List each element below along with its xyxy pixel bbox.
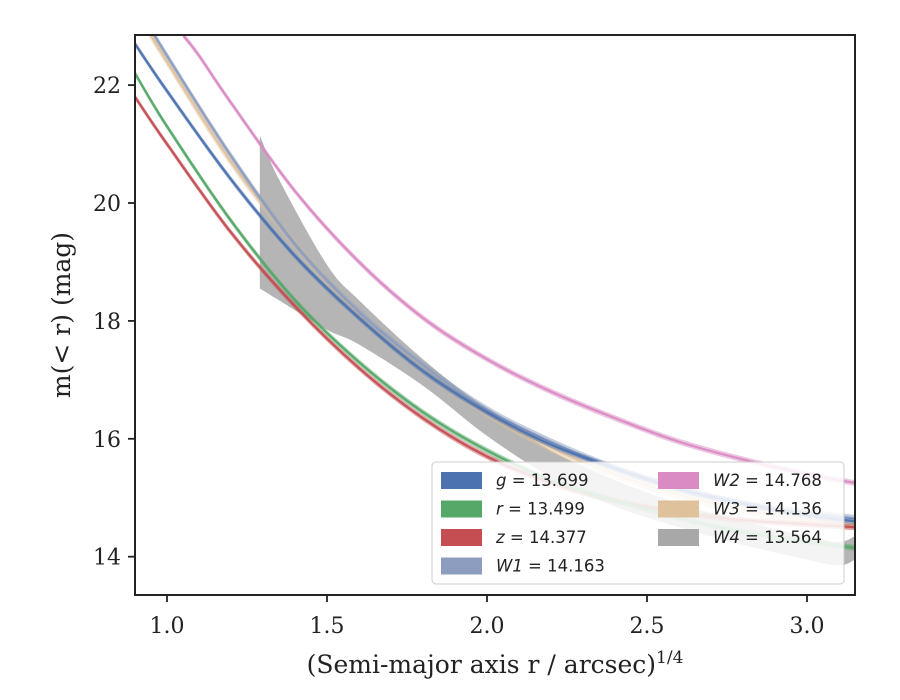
x-axis-label: (Semi-major axis r / arcsec)1/4	[307, 648, 684, 679]
series-w2-line	[181, 35, 855, 485]
legend-label-g: g = 13.699	[496, 471, 589, 490]
legend-swatch-w2	[658, 472, 699, 489]
x-tick-label: 1.5	[310, 614, 345, 639]
legend-label-w4: W4 = 13.564	[713, 528, 822, 547]
y-tick-label: 14	[93, 546, 121, 571]
ticks-layer: 1.0 1.5 2.0 2.5 3.0 14 16 18 20 22	[93, 74, 825, 639]
y-axis-label: m(< r) (mag)	[47, 232, 76, 398]
legend-label-w2: W2 = 14.768	[713, 471, 822, 490]
x-tick-label: 1.0	[150, 614, 185, 639]
legend-swatch-g	[441, 472, 482, 489]
legend-swatch-w4	[658, 529, 699, 546]
legend-swatch-z	[441, 529, 482, 546]
x-tick-label: 2.5	[630, 614, 665, 639]
legend-label-w3: W3 = 14.136	[713, 500, 822, 519]
legend: g = 13.699 r = 13.499 z = 14.377 W1 = 14.16…	[431, 461, 845, 585]
y-tick-label: 16	[93, 428, 121, 453]
legend-swatch-r	[441, 500, 482, 518]
legend-label-r: r = 13.499	[496, 500, 585, 519]
series-w2	[181, 35, 855, 486]
x-axis-label-text: (Semi-major axis r / arcsec)	[307, 650, 656, 679]
legend-swatch-w3	[658, 500, 699, 518]
legend-swatch-w1	[441, 557, 482, 575]
y-tick-label: 22	[93, 74, 121, 99]
y-tick-label: 18	[93, 310, 121, 335]
legend-box	[431, 461, 845, 585]
x-tick-label: 2.0	[470, 614, 505, 639]
x-tick-label: 3.0	[790, 614, 825, 639]
x-axis-label-exponent: 1/4	[656, 648, 683, 668]
legend-label-z: z = 14.377	[495, 528, 587, 547]
plot-frame	[134, 34, 856, 596]
y-tick-label: 20	[93, 192, 121, 217]
legend-label-w1: W1 = 14.163	[496, 557, 605, 576]
